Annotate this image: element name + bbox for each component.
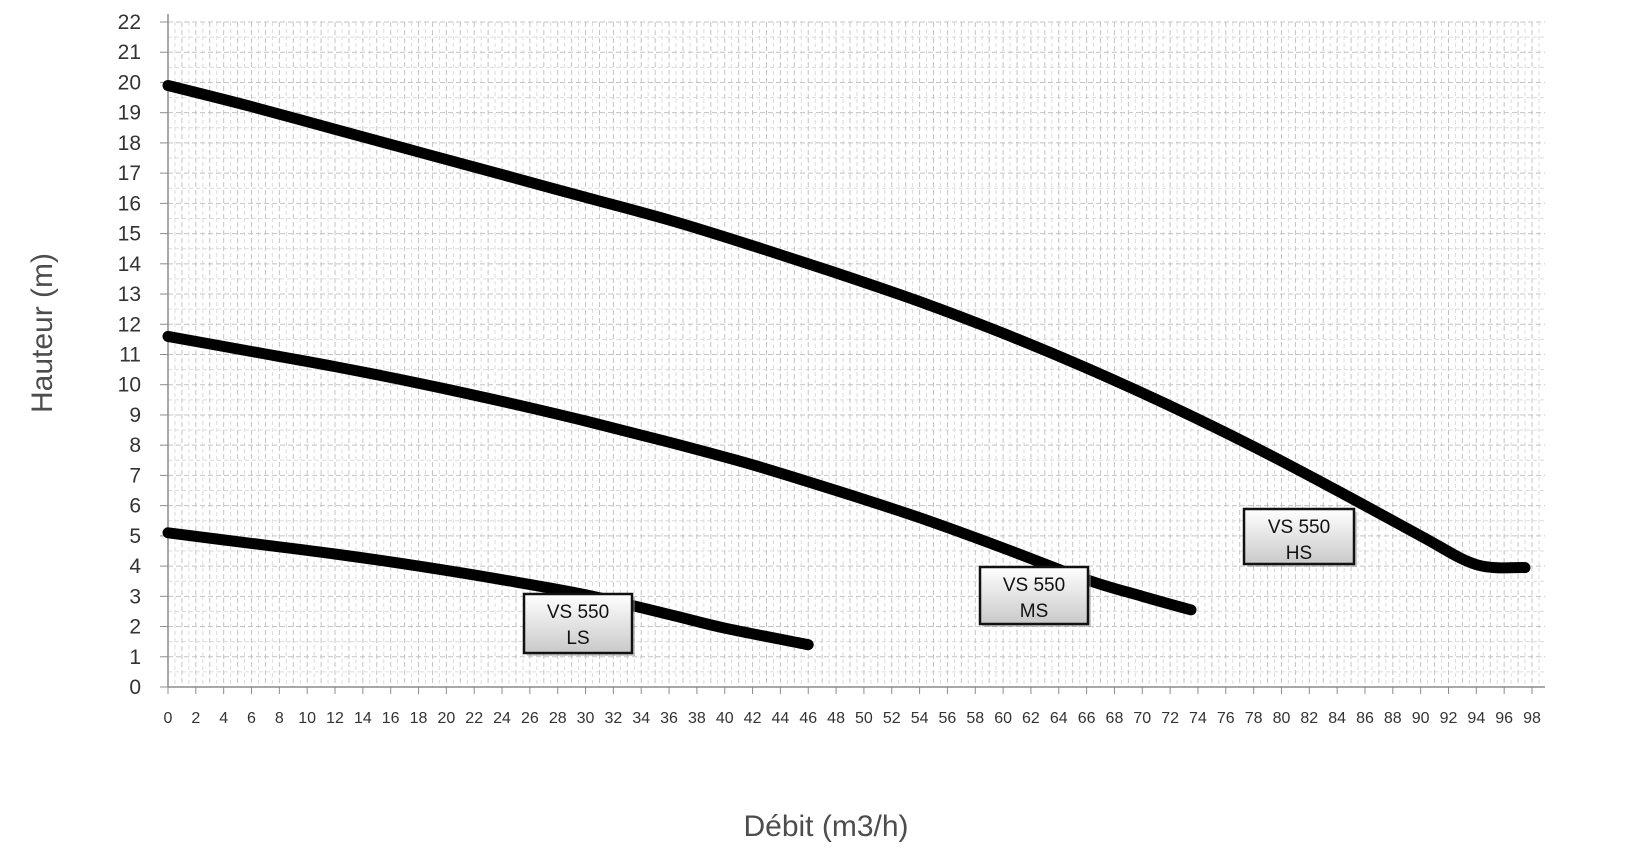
y-tick-label: 3	[129, 585, 141, 608]
x-tick-labels: 0 2 4 6 8 10 12 14 16 18 20 22 24 26 28 30 32 34 36 38 40 42 4…	[164, 710, 1541, 727]
axes	[160, 14, 1545, 694]
x-tick-label: 54	[911, 710, 929, 727]
x-tick-label: 66	[1078, 710, 1096, 727]
x-tick-label: 48	[827, 710, 845, 727]
y-tick-label: 11	[119, 344, 141, 367]
label-line-variant: MS	[1020, 601, 1049, 622]
label-line-variant: HS	[1286, 543, 1312, 564]
x-tick-label: 22	[465, 710, 483, 727]
y-tick-label: 10	[118, 374, 141, 397]
x-tick-label: 6	[247, 710, 256, 727]
x-tick-label: 16	[382, 710, 400, 727]
y-tick-label: 13	[118, 283, 141, 306]
label-box-hs: VS 550 HS	[1242, 507, 1357, 567]
label-box-frame	[522, 592, 634, 655]
curve-labels: VS 550 LS VS 550 MS VS 550 HS	[522, 507, 1357, 656]
x-tick-label: 50	[855, 710, 873, 727]
y-tick-label: 18	[118, 132, 141, 155]
label-box-ls: VS 550 LS	[522, 592, 635, 656]
x-tick-label: 96	[1495, 710, 1513, 727]
x-tick-label: 60	[994, 710, 1012, 727]
y-tick-label: 14	[118, 253, 142, 276]
y-tick-label: 5	[129, 525, 141, 548]
x-tick-label: 64	[1050, 710, 1068, 727]
y-tick-label: 19	[118, 102, 141, 125]
x-tick-label: 62	[1022, 710, 1040, 727]
y-axis-title: Hauteur (m)	[26, 253, 59, 413]
y-tick-label: 0	[129, 676, 141, 699]
y-tick-label: 1	[129, 646, 141, 669]
y-tick-label: 12	[118, 313, 141, 336]
x-tick-label: 88	[1384, 710, 1402, 727]
y-tick-label: 20	[118, 71, 141, 94]
x-tick-label: 24	[493, 710, 511, 727]
y-tick-label: 7	[129, 464, 141, 487]
x-tick-label: 52	[883, 710, 901, 727]
x-tick-label: 2	[191, 710, 200, 727]
x-tick-label: 0	[164, 710, 173, 727]
x-tick-label: 18	[410, 710, 428, 727]
x-tick-label: 94	[1467, 710, 1485, 727]
x-tick-label: 98	[1523, 710, 1541, 727]
x-tick-label: 56	[939, 710, 957, 727]
x-tick-label: 84	[1328, 710, 1346, 727]
x-tick-label: 38	[688, 710, 706, 727]
x-tick-label: 12	[326, 710, 344, 727]
y-tick-label: 8	[129, 434, 141, 457]
y-tick-label: 21	[118, 41, 141, 64]
major-gridlines	[168, 21, 1545, 687]
x-tick-label: 78	[1245, 710, 1263, 727]
x-tick-label: 4	[219, 710, 228, 727]
label-box-frame	[978, 565, 1090, 626]
label-line-model: VS 550	[547, 602, 609, 623]
x-tick-label: 74	[1189, 710, 1207, 727]
x-tick-label: 42	[744, 710, 762, 727]
y-tick-label: 4	[129, 555, 141, 578]
y-tick-label: 2	[129, 616, 141, 639]
x-axis-title: Débit (m3/h)	[743, 810, 908, 843]
y-tick-label: 15	[118, 223, 141, 246]
x-tick-label: 44	[772, 710, 790, 727]
curve-hs	[162, 80, 1531, 574]
x-tick-label: 14	[354, 710, 372, 727]
x-tick-label: 40	[716, 710, 734, 727]
x-tick-label: 32	[604, 710, 622, 727]
y-tick-label: 16	[118, 192, 141, 215]
x-tick-label: 20	[437, 710, 455, 727]
x-tick-label: 36	[660, 710, 678, 727]
x-tick-label: 92	[1440, 710, 1458, 727]
x-tick-label: 70	[1133, 710, 1151, 727]
y-tick-label: 17	[118, 162, 141, 185]
curve-ls	[162, 527, 814, 651]
x-tick-label: 34	[632, 710, 650, 727]
y-tick-label: 6	[129, 495, 141, 518]
label-line-model: VS 550	[1268, 517, 1330, 538]
x-tick-label: 86	[1356, 710, 1374, 727]
label-box-frame	[1242, 507, 1356, 566]
x-tick-label: 46	[799, 710, 817, 727]
x-tick-label: 10	[298, 710, 316, 727]
x-tick-label: 8	[275, 710, 284, 727]
x-tick-label: 30	[577, 710, 595, 727]
label-line-variant: LS	[566, 628, 589, 649]
x-tick-label: 28	[549, 710, 567, 727]
x-tick-label: 80	[1273, 710, 1291, 727]
y-tick-label: 22	[118, 11, 141, 34]
x-tick-label: 72	[1161, 710, 1179, 727]
label-line-model: VS 550	[1003, 575, 1065, 596]
label-box-ms: VS 550 MS	[978, 565, 1091, 627]
x-tick-label: 26	[521, 710, 539, 727]
x-tick-label: 76	[1217, 710, 1235, 727]
x-tick-label: 90	[1412, 710, 1430, 727]
y-tick-label: 9	[129, 404, 141, 427]
x-tick-label: 82	[1300, 710, 1318, 727]
x-tick-label: 68	[1106, 710, 1124, 727]
x-tick-label: 58	[966, 710, 984, 727]
